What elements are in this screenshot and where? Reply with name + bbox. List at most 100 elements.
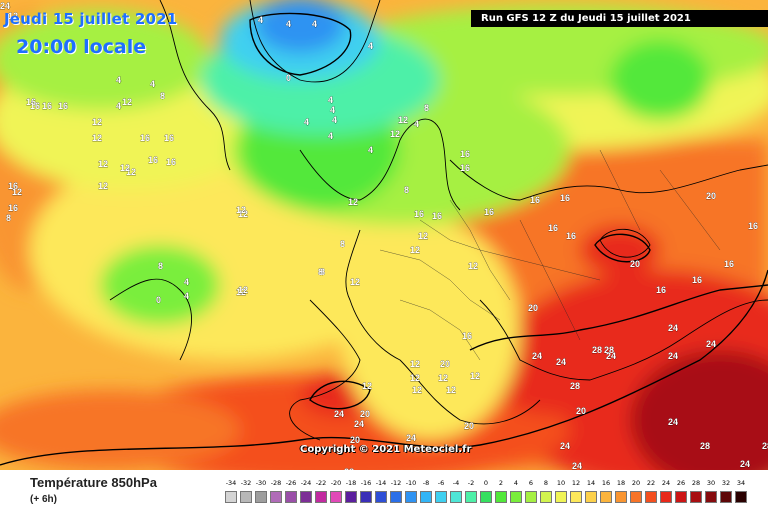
scale-tick-label: 32: [721, 479, 731, 487]
contour-label: 20: [440, 359, 450, 369]
contour-label: 4: [368, 41, 373, 51]
contour-label: 8: [160, 91, 165, 101]
contour-label: 12: [122, 97, 132, 107]
scale-swatch: [360, 491, 372, 503]
contour-label: 28: [592, 345, 602, 355]
scale-swatch: [450, 491, 462, 503]
contour-label: 16: [484, 207, 494, 217]
scale-swatch: [630, 491, 642, 503]
contour-label: 12: [236, 287, 246, 297]
scale-swatch: [600, 491, 612, 503]
scale-tick-label: 28: [691, 479, 701, 487]
contour-label: 24: [606, 351, 616, 361]
contour-label: 4: [312, 19, 317, 29]
scale-tick-label: 34: [736, 479, 746, 487]
scale-tick-label: -22: [315, 479, 327, 487]
scale-tick-label: -8: [422, 479, 430, 487]
contour-label: 16: [8, 203, 18, 213]
scale-swatch: [285, 491, 297, 503]
scale-tick-label: -30: [255, 479, 267, 487]
scale-tick-label: 16: [601, 479, 611, 487]
contour-label: 12: [120, 163, 130, 173]
contour-label: 20: [464, 421, 474, 431]
legend-footer: Température 850hPa (+ 6h) -34 -32 -30 -28 -2…: [0, 470, 768, 512]
scale-swatch: [555, 491, 567, 503]
scale-swatch: [315, 491, 327, 503]
scale-tick-label: 4: [513, 479, 519, 487]
contour-label: 28: [604, 345, 614, 355]
isotherm-lines: [0, 12, 768, 466]
scale-swatch: [480, 491, 492, 503]
contour-label: 4: [184, 277, 189, 287]
scale-swatch: [525, 491, 537, 503]
contour-label: 20: [360, 409, 370, 419]
contour-label: 24: [334, 409, 344, 419]
scale-swatch: [225, 491, 237, 503]
contour-label: 28: [344, 467, 354, 470]
scale-swatch: [240, 491, 252, 503]
contour-label: 4: [150, 79, 155, 89]
scale-tick-label: -2: [467, 479, 475, 487]
contour-label: 16: [414, 209, 424, 219]
copyright-notice: Copyright © 2021 Meteociel.fr: [300, 444, 472, 455]
contour-label: 12: [410, 245, 420, 255]
contour-label: 8: [320, 267, 325, 277]
contour-label: 0: [286, 73, 291, 83]
contour-label: 4: [304, 117, 309, 127]
scale-tick-label: 2: [498, 479, 504, 487]
contour-label: 4: [368, 145, 373, 155]
scale-swatch: [345, 491, 357, 503]
contour-label: 12: [398, 115, 408, 125]
contour-label: 16: [166, 157, 176, 167]
scale-tick-label: 26: [676, 479, 686, 487]
scale-tick-label: -24: [300, 479, 312, 487]
scale-tick-label: -6: [437, 479, 445, 487]
contour-label: 12: [446, 385, 456, 395]
contour-label: 12: [92, 133, 102, 143]
contour-label: 4: [184, 291, 189, 301]
contour-label: 12: [126, 167, 136, 177]
scale-tick-label: -34: [225, 479, 237, 487]
scale-swatch: [300, 491, 312, 503]
scale-tick-label: -16: [360, 479, 372, 487]
contour-label: 16: [724, 259, 734, 269]
forecast-local-time: 20:00 locale: [16, 36, 147, 58]
country-borders: [379, 149, 721, 361]
contour-label: 24: [556, 357, 566, 367]
contour-label: 0: [156, 295, 161, 305]
contour-label: 20: [630, 259, 640, 269]
contour-label: 28: [476, 469, 486, 470]
scale-swatch: [375, 491, 387, 503]
contour-label: 24: [668, 417, 678, 427]
contour-label: 12: [238, 209, 248, 219]
scale-tick-label: 20: [631, 479, 641, 487]
contour-label: 12: [418, 231, 428, 241]
contour-label: 24: [560, 441, 570, 451]
contour-label: 4: [258, 15, 263, 25]
contour-label: 16: [548, 223, 558, 233]
scale-swatch: [735, 491, 747, 503]
contour-label: 12: [8, 11, 18, 21]
contour-label: 16: [30, 101, 40, 111]
scale-swatch: [645, 491, 657, 503]
contour-label: 28: [700, 441, 710, 451]
scale-swatch: [540, 491, 552, 503]
contour-label: 8: [404, 185, 409, 195]
contour-label: 12: [350, 277, 360, 287]
contour-label: 16: [460, 149, 470, 159]
scale-swatch: [615, 491, 627, 503]
contour-label: 16: [566, 231, 576, 241]
contour-label: 28: [570, 381, 580, 391]
contour-label: 12: [92, 117, 102, 127]
contour-label: 24: [532, 351, 542, 361]
scale-tick-label: 6: [528, 479, 534, 487]
scale-swatch: [420, 491, 432, 503]
contour-label: 12: [412, 385, 422, 395]
scale-swatch: [705, 491, 717, 503]
contour-label: 12: [98, 159, 108, 169]
contour-label: 16: [42, 101, 52, 111]
contour-label: 20: [350, 435, 360, 445]
